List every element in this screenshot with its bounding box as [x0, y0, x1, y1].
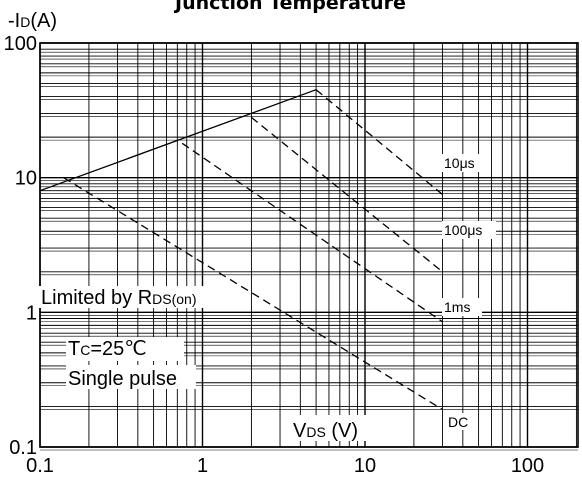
curve-label-1ms: 1ms: [444, 299, 470, 315]
y-tick-label: 1: [26, 302, 37, 324]
x-tick-labels: 0.1 1 10 100: [26, 455, 544, 477]
plot-frame: [39, 42, 579, 448]
x-tick-label: 10: [354, 455, 376, 477]
curve-dc: [63, 177, 443, 411]
x-tick-label: 100: [511, 455, 544, 477]
curve-10-s: [315, 89, 443, 196]
y-axis-label: -ID(A): [8, 10, 57, 32]
x-axis-label: VDS (V): [293, 420, 358, 442]
curve-1ms: [181, 142, 443, 323]
curve-label-dc: DC: [448, 414, 468, 430]
grid: [39, 42, 579, 451]
x-tick-label: 0.1: [26, 455, 54, 477]
tc-annotation: TC=25℃: [68, 338, 147, 360]
curve-100-s: [250, 116, 443, 273]
limited-by-rds-annotation: Limited by RDS(on): [41, 287, 197, 309]
single-pulse-annotation: Single pulse: [68, 368, 177, 390]
y-tick-label: 10: [15, 168, 37, 190]
y-tick-label: 100: [4, 33, 37, 55]
x-tick-label: 1: [197, 455, 208, 477]
y-tick-label: 0.1: [9, 437, 37, 459]
curve-label-100us: 100μs: [444, 222, 482, 238]
curves: [39, 89, 443, 411]
curve-label-10us: 10μs: [444, 155, 475, 171]
chart-title: Junction Temperature: [173, 0, 406, 14]
curve-limited-by-rds-on-: [39, 89, 317, 192]
y-tick-labels: 0.1 1 10 100: [4, 33, 37, 459]
